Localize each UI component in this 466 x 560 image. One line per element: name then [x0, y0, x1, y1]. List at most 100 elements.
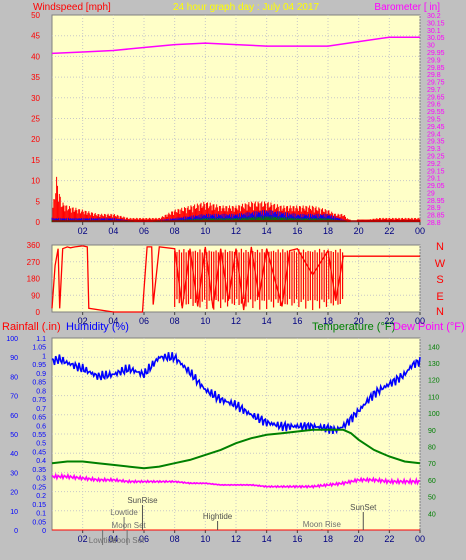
rainfall-y-tick-label: 70 [10, 394, 18, 401]
direction-y-tick-label: 90 [31, 291, 40, 300]
rainfall-y-tick-label: 20 [10, 490, 18, 497]
barometer-y-tick-label: 29.2 [427, 161, 441, 168]
wind-panel-x-tick-label: 18 [323, 226, 333, 236]
temperature-y-tick-label: 60 [428, 478, 436, 485]
temp-panel-x-tick-label: 12 [231, 534, 241, 544]
wind-y-tick-label: 5 [36, 197, 41, 206]
humidity-y-tick-label: 1 [42, 353, 46, 360]
direction-panel-x-tick-label: 00 [415, 316, 425, 326]
rainfall-y-tick-label: 100 [6, 336, 18, 343]
direction-y-tick-label: 270 [27, 258, 41, 267]
humidity-y-tick-label: 0.65 [32, 415, 46, 422]
dewpoint-axis-title: Dew Point (°F) [393, 321, 465, 333]
direction-panel-x-tick-label: 16 [292, 316, 302, 326]
barometer-y-tick-label: 29.65 [427, 94, 445, 101]
wind-y-tick-label: 45 [31, 32, 40, 41]
dewpoint-line [51, 472, 421, 490]
barometer-y-tick-label: 30.15 [427, 20, 445, 27]
humidity-y-tick-label: 0.2 [36, 493, 46, 500]
barometer-y-tick-label: 28.9 [427, 205, 441, 212]
temp-panel-x-tick-label: 18 [323, 534, 333, 544]
temp-panel-x-tick-label: 14 [262, 534, 272, 544]
humidity-y-tick-label: 0.25 [32, 484, 46, 491]
direction-panel-x-tick-label: 08 [170, 316, 180, 326]
rainfall-y-tick-label: 10 [10, 509, 18, 516]
rainfall-y-tick-label: 60 [10, 413, 18, 420]
barometer-y-tick-label: 28.8 [427, 220, 441, 227]
barometer-y-tick-label: 29.15 [427, 168, 445, 175]
compass-label-e: E [436, 291, 443, 303]
wind-y-tick-label: 20 [31, 135, 40, 144]
temperature-y-tick-label: 110 [428, 394, 439, 401]
humidity-y-tick-label: 0.3 [36, 476, 46, 483]
humidity-y-tick-label: 0.9 [36, 371, 46, 378]
event-label: Lowtide [89, 536, 117, 545]
barometer-y-tick-label: 29.1 [427, 176, 441, 183]
wind-panel-x-tick-label: 12 [231, 226, 241, 236]
temperature-axis-title: Temperature (°F) [312, 321, 395, 333]
humidity-y-tick-label: 0.05 [32, 519, 46, 526]
barometer-y-tick-label: 29.55 [427, 109, 445, 116]
compass-label-n-bottom: N [436, 306, 444, 318]
temp-panel-x-tick-label: 16 [292, 534, 302, 544]
humidity-line [51, 352, 421, 435]
chart-layer: 0510152025303540455028.828.8528.928.9529… [6, 11, 445, 545]
barometer-y-tick-label: 28.95 [427, 198, 445, 205]
barometer-y-tick-label: 29.35 [427, 139, 445, 146]
wind-y-tick-label: 25 [31, 115, 40, 124]
wind-panel-x-tick-label: 10 [200, 226, 210, 236]
barometer-y-tick-label: 30.2 [427, 13, 441, 20]
humidity-y-tick-label: 0.45 [32, 449, 46, 456]
wind-panel-x-tick-label: 00 [415, 226, 425, 236]
humidity-y-tick-label: 0.85 [32, 380, 46, 387]
humidity-y-tick-label: 1.1 [36, 336, 46, 343]
wind-panel-x-tick-label: 02 [78, 226, 88, 236]
wind-y-tick-label: 40 [31, 52, 40, 61]
rainfall-y-tick-label: 0 [14, 528, 18, 535]
compass-label-s: S [436, 274, 443, 286]
humidity-y-tick-label: 0.8 [36, 388, 46, 395]
temp-panel-x-tick-label: 22 [384, 534, 394, 544]
direction-panel-x-tick-label: 20 [354, 316, 364, 326]
humidity-y-tick-label: 1.05 [32, 345, 46, 352]
humidity-y-tick-label: 0.7 [36, 406, 46, 413]
barometer-y-tick-label: 29.6 [427, 102, 441, 109]
humidity-y-tick-label: 0.5 [36, 441, 46, 448]
humidity-y-tick-label: 0.4 [36, 458, 46, 465]
humidity-y-tick-label: 0.75 [32, 397, 46, 404]
humidity-y-tick-label: 0.95 [32, 362, 46, 369]
barometer-y-tick-label: 29.95 [427, 50, 445, 57]
barometer-y-tick-label: 29.7 [427, 87, 441, 94]
rainfall-axis-title: Rainfall (.in) [2, 321, 61, 333]
temp-panel-x-tick-label: 02 [78, 534, 88, 544]
humidity-y-tick-label: 0.55 [32, 432, 46, 439]
event-label: Moon Rise [303, 520, 342, 529]
barometer-y-tick-label: 30.05 [427, 35, 445, 42]
temp-panel-x-tick-label: 10 [200, 534, 210, 544]
barometer-y-tick-label: 29.3 [427, 146, 441, 153]
temperature-y-tick-label: 50 [428, 495, 436, 502]
humidity-y-tick-label: 0.1 [36, 511, 46, 518]
wind-y-tick-label: 0 [36, 218, 41, 227]
direction-panel-x-tick-label: 14 [262, 316, 272, 326]
temperature-y-tick-label: 120 [428, 378, 440, 385]
wind-y-tick-label: 15 [31, 156, 40, 165]
rainfall-y-tick-label: 40 [10, 451, 18, 458]
temp-panel-x-tick-label: 06 [139, 534, 149, 544]
direction-panel-x-tick-label: 12 [231, 316, 241, 326]
barometer-y-tick-label: 28.85 [427, 213, 445, 220]
wind-panel-x-tick-label: 06 [139, 226, 149, 236]
barometer-y-tick-label: 29.25 [427, 153, 445, 160]
direction-panel-x-tick-label: 22 [384, 316, 394, 326]
temperature-line [51, 428, 421, 470]
direction-panel-x-tick-label: 02 [78, 316, 88, 326]
direction-y-tick-label: 360 [27, 241, 41, 250]
temperature-y-tick-label: 90 [428, 428, 436, 435]
rainfall-y-tick-label: 80 [10, 374, 18, 381]
barometer-y-tick-label: 29.45 [427, 124, 445, 131]
temperature-y-tick-label: 140 [428, 344, 440, 351]
compass-label-w: W [435, 258, 446, 270]
temp-panel-x-tick-label: 04 [108, 534, 118, 544]
